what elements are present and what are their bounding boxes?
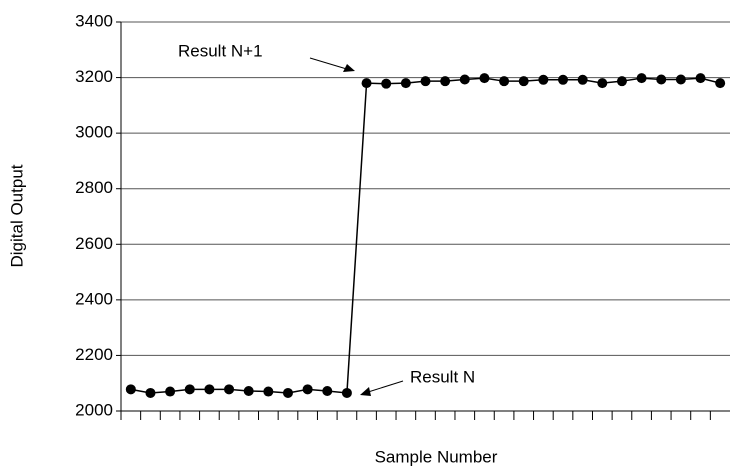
annotation-arrowhead	[343, 64, 355, 72]
marker	[341, 387, 352, 398]
marker	[538, 74, 549, 85]
y-tick-label: 2000	[75, 400, 113, 419]
y-tick-label: 2200	[75, 345, 113, 364]
marker	[282, 387, 293, 398]
marker	[479, 73, 490, 84]
marker	[499, 76, 510, 87]
y-tick-label: 3200	[75, 67, 113, 86]
marker	[440, 76, 451, 87]
marker	[400, 78, 411, 89]
marker	[420, 76, 431, 87]
marker	[695, 73, 706, 84]
marker	[263, 386, 274, 397]
marker	[715, 78, 726, 89]
marker	[145, 387, 156, 398]
marker	[125, 384, 136, 395]
y-tick-label: 2800	[75, 178, 113, 197]
marker	[636, 73, 647, 84]
marker	[381, 78, 392, 89]
marker	[459, 74, 470, 85]
annotation: Result N	[410, 367, 475, 386]
y-tick-label: 2600	[75, 234, 113, 253]
annotation: Result N+1	[178, 41, 263, 60]
marker	[165, 386, 176, 397]
marker	[616, 76, 627, 87]
marker	[558, 74, 569, 85]
x-axis-title: Sample Number	[375, 447, 498, 466]
marker	[675, 74, 686, 85]
marker	[656, 74, 667, 85]
marker	[302, 384, 313, 395]
marker	[184, 384, 195, 395]
marker	[361, 78, 372, 89]
y-axis-title: Digital Output	[7, 164, 26, 267]
marker	[577, 74, 588, 85]
line	[130, 77, 721, 394]
marker	[322, 385, 333, 396]
marker	[518, 76, 529, 87]
y-tick-label: 3000	[75, 123, 113, 142]
annotation-arrow	[364, 380, 404, 394]
marker	[224, 384, 235, 395]
annotation-arrow	[309, 57, 351, 71]
y-tick-label: 2400	[75, 289, 113, 308]
marker	[243, 385, 254, 396]
marker	[204, 384, 215, 395]
annotation-arrowhead	[360, 387, 371, 396]
y-tick-label: 3400	[75, 11, 113, 30]
marker	[597, 78, 608, 89]
